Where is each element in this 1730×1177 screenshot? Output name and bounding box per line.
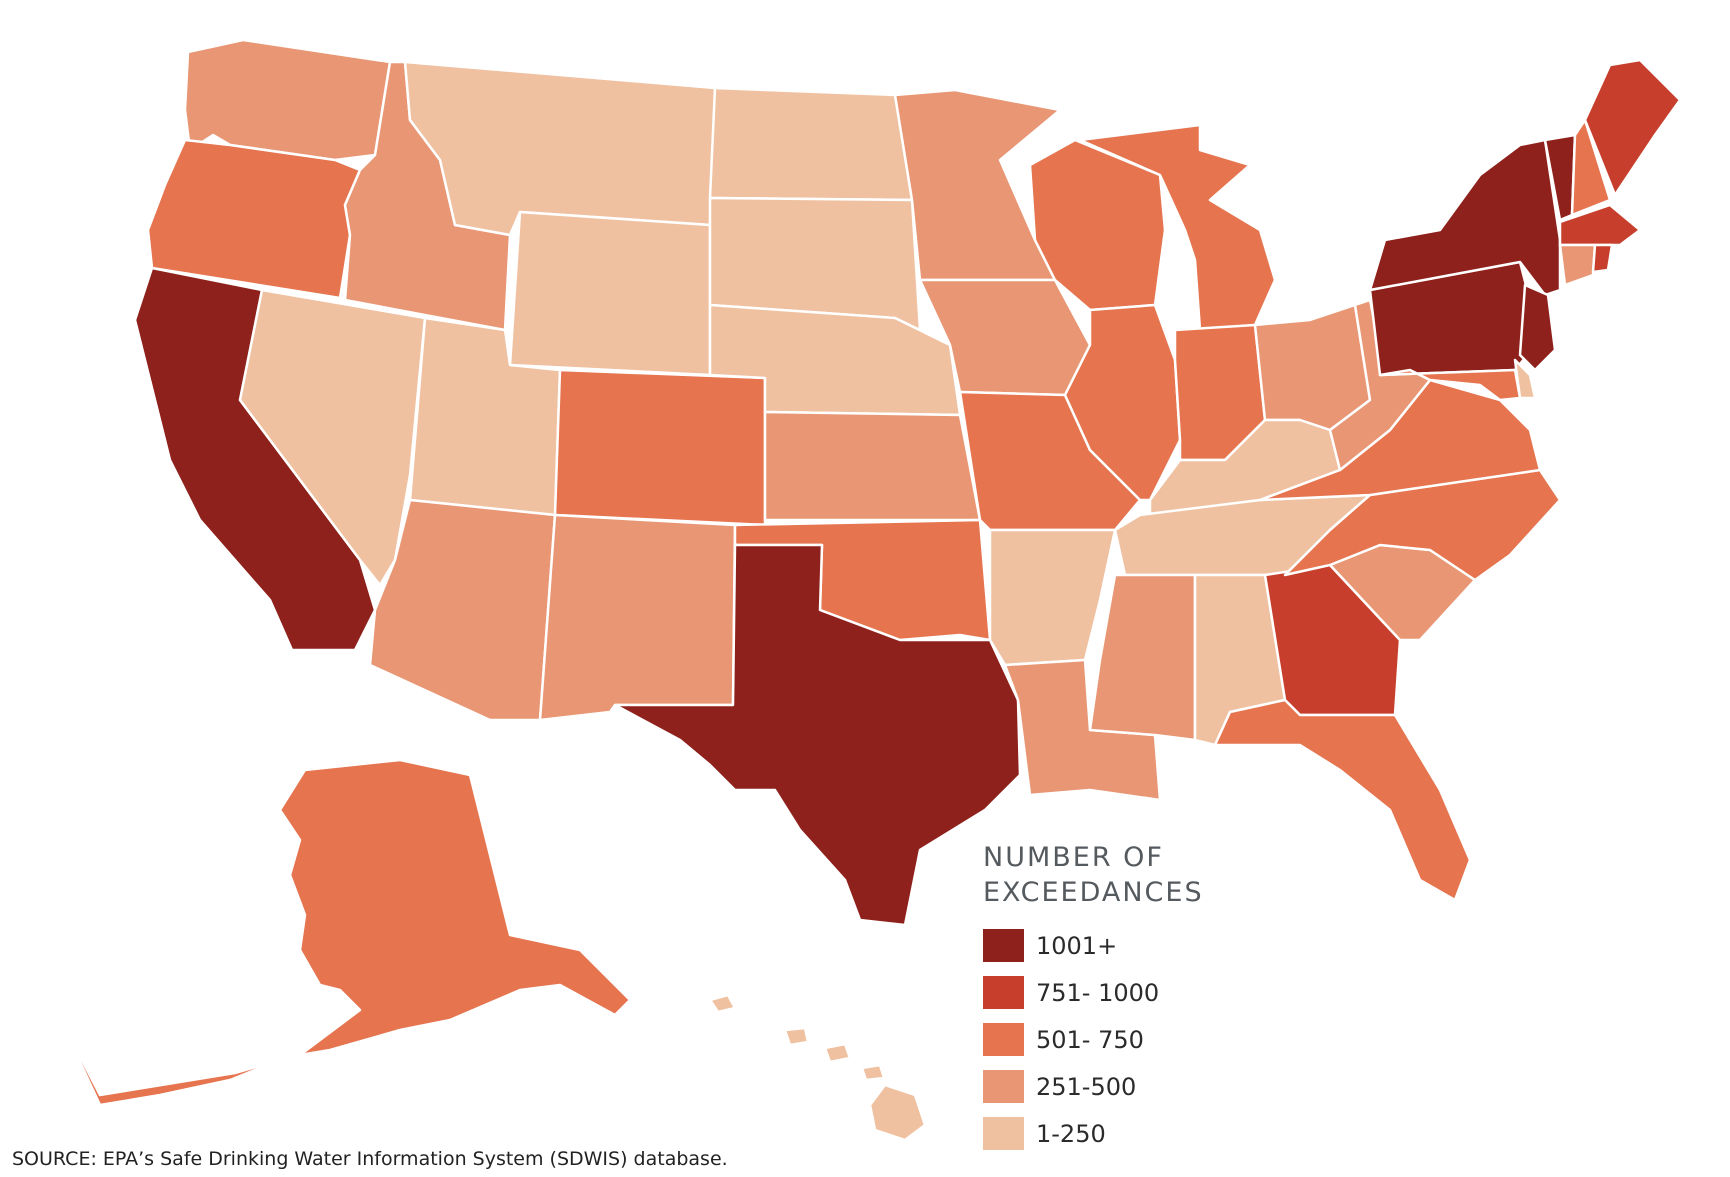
legend-swatch: [983, 1117, 1024, 1150]
state-MA: [1558, 203, 1642, 247]
legend: NUMBER OF EXCEEDANCES 1001+ 751- 1000 50…: [983, 840, 1243, 1157]
state-HI-5: [868, 1083, 927, 1142]
legend-item: 751- 1000: [983, 969, 1243, 1016]
legend-swatch: [983, 1023, 1024, 1056]
state-TX: [613, 543, 1022, 927]
legend-title-line1: NUMBER OF: [983, 842, 1164, 873]
legend-item: 1-250: [983, 1110, 1243, 1157]
state-WA: [183, 38, 392, 162]
legend-label: 251-500: [1036, 1072, 1137, 1101]
state-HI-4: [860, 1063, 886, 1082]
legend-item: 501- 750: [983, 1016, 1243, 1063]
state-HI-2: [783, 1026, 810, 1047]
legend-label: 1-250: [1036, 1119, 1106, 1148]
legend-title: NUMBER OF EXCEEDANCES: [983, 840, 1243, 910]
state-NH: [1570, 118, 1612, 217]
source-note: SOURCE: EPA’s Safe Drinking Water Inform…: [12, 1148, 728, 1170]
state-RI: [1591, 243, 1614, 274]
state-FL: [1213, 698, 1472, 902]
state-AK-aleutians: [53, 1006, 282, 1107]
state-AK: [278, 758, 632, 1057]
state-IL: [1063, 303, 1182, 502]
legend-item: 251-500: [983, 1063, 1243, 1110]
state-CO: [553, 368, 767, 527]
legend-label: 751- 1000: [1036, 978, 1160, 1007]
state-NM: [538, 513, 737, 722]
state-MI: [1078, 123, 1277, 332]
legend-swatch: [983, 976, 1024, 1009]
state-OH: [1253, 303, 1372, 432]
state-CT: [1558, 243, 1597, 287]
state-MT: [403, 60, 717, 237]
state-MD: [1378, 368, 1522, 402]
state-MS: [1088, 573, 1197, 742]
legend-title-line2: EXCEEDANCES: [983, 877, 1204, 908]
state-NJ: [1518, 283, 1557, 372]
legend-item: 1001+: [983, 922, 1243, 969]
legend-swatch: [983, 929, 1024, 962]
state-ND: [708, 86, 914, 202]
state-HI-3: [823, 1042, 852, 1064]
state-ME: [1583, 58, 1682, 197]
legend-swatch: [983, 1070, 1024, 1103]
legend-label: 1001+: [1036, 931, 1118, 960]
legend-label: 501- 750: [1036, 1025, 1144, 1054]
state-KS: [763, 410, 982, 522]
state-LA: [1003, 658, 1162, 802]
state-AR: [988, 528, 1117, 667]
state-WY: [508, 210, 712, 377]
state-NY: [1368, 138, 1562, 297]
state-HI-1: [708, 993, 737, 1014]
